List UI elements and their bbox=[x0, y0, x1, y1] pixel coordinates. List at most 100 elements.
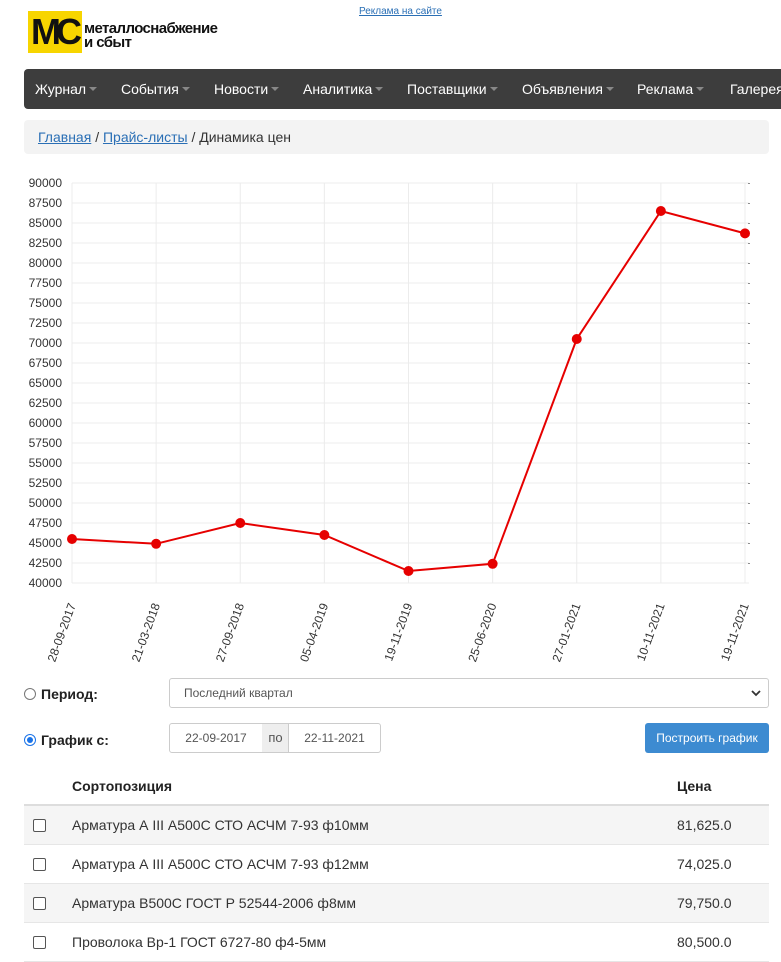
y-tick-label: 85000 bbox=[29, 216, 63, 230]
row-name: Арматура А III А500С СТО АСЧМ 7-93 ф10мм bbox=[72, 817, 369, 833]
table-row: Арматура А III А500С СТО АСЧМ 7-93 ф12мм… bbox=[24, 845, 769, 884]
row-checkbox[interactable] bbox=[33, 897, 46, 910]
nav-item-advertising[interactable]: Реклама bbox=[637, 69, 705, 109]
build-chart-button[interactable]: Построить график bbox=[645, 723, 769, 753]
table-row: Проволока Вр-1 ГОСТ 6727-80 ф4-5мм 80,50… bbox=[24, 923, 769, 962]
y-tick-label: 57500 bbox=[29, 436, 63, 450]
nav-item-label: Реклама bbox=[637, 81, 694, 97]
y-tick-label: 65000 bbox=[29, 376, 63, 390]
table-row: Арматура А III А500С СТО АСЧМ 7-93 ф10мм… bbox=[24, 806, 769, 845]
nav-item-gallery[interactable]: Галерея bbox=[730, 69, 781, 109]
logo-line1: металлоснабжение bbox=[84, 20, 218, 37]
breadcrumb-current: Динамика цен bbox=[199, 129, 291, 145]
y-tick-label: 77500 bbox=[29, 276, 63, 290]
nav-item-label: Объявления bbox=[522, 81, 603, 97]
y-tick-label: 60000 bbox=[29, 416, 63, 430]
breadcrumb: Главная / Прайс-листы / Динамика цен bbox=[24, 120, 769, 154]
table-header-divider bbox=[24, 804, 769, 806]
row-price: 81,625.0 bbox=[677, 817, 732, 833]
y-tick-label: 87500 bbox=[29, 196, 63, 210]
graph-range-radio[interactable] bbox=[24, 734, 36, 746]
data-point bbox=[319, 530, 330, 540]
nav-item-label: Галерея bbox=[730, 81, 781, 97]
period-radio[interactable] bbox=[24, 688, 36, 700]
y-tick-label: 70000 bbox=[29, 336, 63, 350]
y-tick-label: 55000 bbox=[29, 456, 63, 470]
nav-item-news[interactable]: Новости bbox=[214, 69, 280, 109]
data-point bbox=[67, 534, 77, 544]
data-point bbox=[487, 558, 498, 569]
nav-item-journal[interactable]: Журнал bbox=[35, 69, 98, 109]
data-point bbox=[151, 538, 162, 549]
y-tick-label: 50000 bbox=[29, 496, 63, 510]
date-from-input[interactable]: 22-09-2017 bbox=[169, 723, 263, 753]
row-name: Проволока Вр-1 ГОСТ 6727-80 ф4-5мм bbox=[72, 934, 327, 950]
column-header-name: Сортопозиция bbox=[72, 778, 173, 794]
data-point bbox=[740, 228, 750, 239]
table-row: Арматура В500С ГОСТ Р 52544-2006 ф8мм 79… bbox=[24, 884, 769, 923]
chevron-down-icon bbox=[271, 87, 280, 92]
graph-range-label: График с: bbox=[41, 732, 109, 748]
row-name: Арматура В500С ГОСТ Р 52544-2006 ф8мм bbox=[72, 895, 356, 911]
y-tick-label: 80000 bbox=[29, 256, 63, 270]
period-select-value: Последний квартал bbox=[184, 686, 293, 700]
y-tick-label: 52500 bbox=[29, 476, 63, 490]
logo-mark-text: MC bbox=[31, 11, 82, 52]
nav-item-ads[interactable]: Объявления bbox=[522, 69, 614, 109]
y-tick-label: 72500 bbox=[29, 316, 63, 330]
x-tick-label: 27-01-2021 bbox=[549, 601, 583, 664]
y-tick-label: 40000 bbox=[29, 576, 63, 590]
column-header-price: Цена bbox=[677, 778, 712, 794]
row-checkbox[interactable] bbox=[33, 819, 46, 832]
logo-line2: и сбыт bbox=[84, 34, 132, 51]
y-tick-label: 62500 bbox=[29, 396, 63, 410]
row-price: 80,500.0 bbox=[677, 934, 732, 950]
price-chart: 40000 42500 45000 47500 50000 52500 55000 57500… bbox=[29, 176, 752, 664]
chevron-down-icon bbox=[696, 87, 705, 92]
y-tick-label: 47500 bbox=[29, 516, 63, 530]
data-point bbox=[403, 566, 414, 576]
date-to-input[interactable]: 22-11-2021 bbox=[288, 723, 381, 753]
nav-item-label: Аналитика bbox=[303, 81, 373, 97]
logo-text: металлоснабжение и сбыт bbox=[84, 20, 218, 51]
chevron-down-icon bbox=[489, 87, 498, 92]
row-checkbox[interactable] bbox=[33, 936, 46, 949]
chevron-down-icon bbox=[605, 87, 614, 92]
data-point bbox=[571, 334, 582, 344]
nav-item-events[interactable]: События bbox=[121, 69, 190, 109]
data-point bbox=[655, 206, 666, 216]
chevron-down-icon bbox=[375, 87, 384, 92]
breadcrumb-separator: / bbox=[191, 129, 196, 145]
row-name: Арматура А III А500С СТО АСЧМ 7-93 ф12мм bbox=[72, 856, 369, 872]
chevron-down-icon bbox=[89, 87, 98, 92]
nav-item-suppliers[interactable]: Поставщики bbox=[407, 69, 498, 109]
x-tick-label: 21-03-2018 bbox=[129, 601, 163, 664]
x-tick-label: 27-09-2018 bbox=[213, 601, 247, 664]
nav-item-label: События bbox=[121, 81, 179, 97]
breadcrumb-separator: / bbox=[95, 129, 100, 145]
breadcrumb-home-link[interactable]: Главная bbox=[38, 129, 92, 145]
period-label: Период: bbox=[41, 686, 98, 702]
period-select[interactable]: Последний квартал bbox=[169, 678, 769, 708]
x-tick-label: 05-04-2019 bbox=[297, 601, 331, 664]
x-tick-label: 28-09-2017 bbox=[45, 601, 79, 664]
y-tick-label: 45000 bbox=[29, 536, 63, 550]
logo-mark: MC bbox=[28, 11, 82, 53]
nav-item-label: Новости bbox=[214, 81, 269, 97]
row-price: 79,750.0 bbox=[677, 895, 732, 911]
y-tick-label: 82500 bbox=[29, 236, 63, 250]
breadcrumb-pricelists-link[interactable]: Прайс-листы bbox=[102, 129, 188, 145]
x-tick-label: 25-06-2020 bbox=[465, 601, 499, 664]
row-checkbox[interactable] bbox=[33, 858, 46, 871]
main-nav: Журнал События Новости Аналитика Поставщ… bbox=[24, 69, 781, 109]
advertise-link[interactable]: Реклама на сайте bbox=[359, 6, 442, 17]
data-point bbox=[235, 518, 246, 528]
nav-item-analytics[interactable]: Аналитика bbox=[303, 69, 384, 109]
x-tick-label: 10-11-2021 bbox=[634, 601, 668, 663]
row-price: 74,025.0 bbox=[677, 856, 732, 872]
chevron-down-icon bbox=[751, 690, 761, 697]
y-tick-label: 42500 bbox=[29, 556, 63, 570]
y-tick-label: 90000 bbox=[29, 176, 63, 190]
chevron-down-icon bbox=[181, 87, 190, 92]
x-tick-label: 19-11-2021 bbox=[718, 601, 752, 663]
